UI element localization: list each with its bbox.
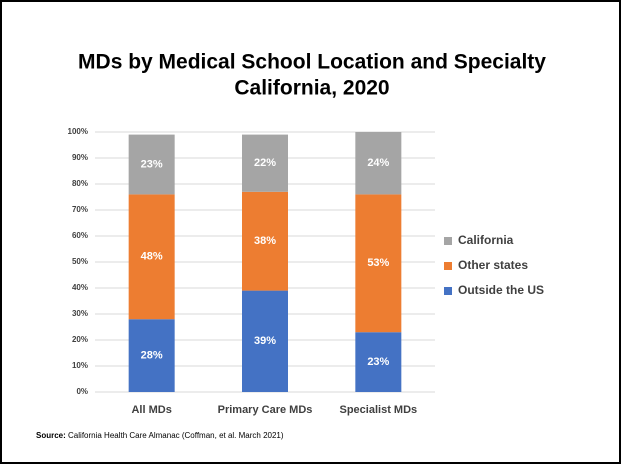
bar-segment <box>355 132 402 195</box>
source: Source: California Health Care Almanac (… <box>36 431 284 440</box>
y-tick-label: 100% <box>68 127 88 136</box>
bar-segment <box>128 134 175 195</box>
data-label: 48% <box>141 251 163 263</box>
x-tick-label: All MDs <box>131 404 171 416</box>
bar-segment <box>242 290 288 392</box>
y-tick-label: 80% <box>72 179 88 188</box>
bar-segment <box>128 319 175 392</box>
data-label: 23% <box>367 356 389 368</box>
y-tick-label: 20% <box>72 335 88 344</box>
bar-segment <box>128 194 175 320</box>
data-label: 38% <box>254 235 276 247</box>
source-label: Source: <box>36 431 66 440</box>
data-label: 39% <box>254 335 276 347</box>
data-label: 24% <box>367 157 389 169</box>
chart-title: MDs by Medical School Location and Speci… <box>78 51 546 74</box>
legend-swatch <box>444 237 452 245</box>
data-label: 23% <box>141 158 163 170</box>
bar-segment <box>242 191 288 291</box>
legend-label: California <box>458 233 514 247</box>
y-tick-label: 40% <box>72 283 88 292</box>
chart-subtitle: California, 2020 <box>234 77 389 100</box>
legend-swatch <box>444 287 452 295</box>
legend-label: Outside the US <box>458 283 544 297</box>
data-label: 28% <box>141 350 163 362</box>
y-tick-label: 10% <box>72 361 88 370</box>
bar-segment <box>242 134 288 192</box>
x-tick-label: Primary Care MDs <box>218 404 313 416</box>
y-tick-label: 70% <box>72 205 88 214</box>
data-label: 22% <box>254 157 276 169</box>
bar-segment <box>355 332 402 392</box>
data-label: 53% <box>367 257 389 269</box>
y-tick-label: 90% <box>72 153 88 162</box>
bar-segment <box>355 194 402 333</box>
y-tick-label: 60% <box>72 231 88 240</box>
legend-label: Other states <box>458 258 528 272</box>
y-tick-label: 0% <box>76 387 88 396</box>
y-tick-label: 30% <box>72 309 88 318</box>
legend-swatch <box>444 262 452 270</box>
x-tick-label: Specialist MDs <box>340 404 418 416</box>
source-text: California Health Care Almanac (Coffman,… <box>68 431 284 440</box>
y-tick-label: 50% <box>72 257 88 266</box>
